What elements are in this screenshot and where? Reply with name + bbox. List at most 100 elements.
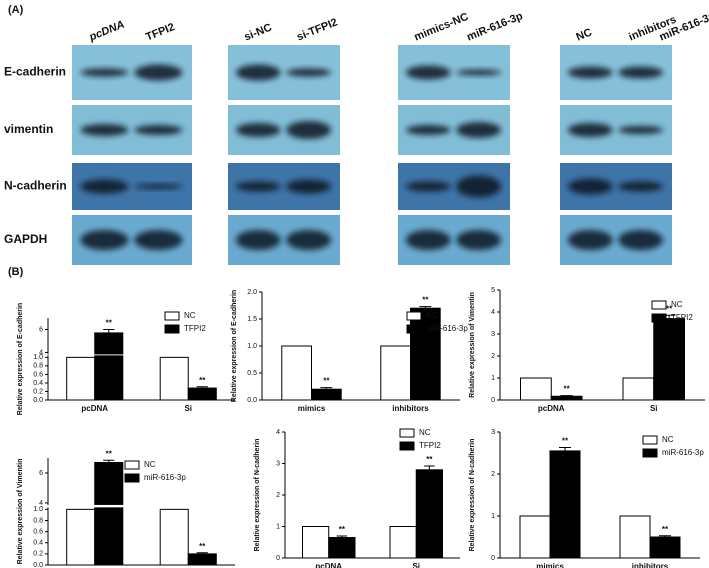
x-tick-label: inhibitors xyxy=(632,562,669,568)
y-tick-label: 1 xyxy=(276,523,280,530)
y-axis-label: Relative expression of E-cadherin xyxy=(231,290,238,402)
bar xyxy=(94,332,124,401)
bar xyxy=(619,515,651,559)
band xyxy=(286,121,332,139)
y-tick-label: 1.5 xyxy=(247,316,257,323)
legend-swatch xyxy=(399,441,415,451)
y-tick-label: 0.6 xyxy=(33,371,43,378)
legend-swatch xyxy=(124,460,140,470)
y-axis-label: Relative expression of N-cadherin xyxy=(469,439,476,552)
band xyxy=(235,181,281,192)
legend-swatch xyxy=(164,311,180,321)
bar xyxy=(622,377,655,401)
band xyxy=(456,175,502,198)
legend-swatch xyxy=(642,435,658,445)
bar xyxy=(519,515,551,559)
y-tick-label: 1 xyxy=(491,375,495,382)
significance-label: ** xyxy=(106,449,113,458)
y-tick-label: 0.0 xyxy=(33,397,43,404)
band xyxy=(456,230,502,250)
axis-break xyxy=(44,504,235,508)
y-tick-label: 3 xyxy=(491,331,495,338)
band xyxy=(567,123,613,137)
band xyxy=(405,125,451,135)
lane-label: mimics-NC xyxy=(413,11,471,44)
error-bar xyxy=(424,465,435,470)
lane-label: miR-616-3p xyxy=(465,10,525,43)
legend-swatch xyxy=(651,313,667,323)
bar xyxy=(549,450,581,559)
error-bar xyxy=(196,552,208,554)
band xyxy=(618,66,664,79)
band xyxy=(134,230,183,250)
band xyxy=(405,181,451,192)
band xyxy=(80,124,129,136)
significance-label: ** xyxy=(323,377,330,386)
band xyxy=(618,181,664,192)
error-bar xyxy=(560,395,573,397)
y-tick-label: 0.2 xyxy=(33,388,43,395)
lane-label: NC xyxy=(575,26,594,43)
y-tick-label: 0.4 xyxy=(33,540,43,547)
band xyxy=(567,66,613,79)
y-tick-label: 6 xyxy=(39,326,43,333)
bar xyxy=(66,356,96,401)
y-tick-label: 1.0 xyxy=(247,343,257,350)
y-tick-label: 5 xyxy=(491,287,495,294)
row-label: GAPDH xyxy=(4,232,47,246)
y-tick-label: 2 xyxy=(276,492,280,499)
bar xyxy=(281,345,312,401)
bar xyxy=(415,469,443,559)
error-bar xyxy=(320,387,333,390)
band xyxy=(405,230,451,250)
legend-label: NC xyxy=(144,460,156,469)
bar xyxy=(410,307,441,401)
y-axis-label: Relative expression of Vimentin xyxy=(469,292,476,398)
bar xyxy=(187,553,217,566)
significance-label: ** xyxy=(339,525,346,534)
row-label: vimentin xyxy=(4,122,53,136)
panel-label: (A) xyxy=(8,4,24,16)
y-tick-label: 0.0 xyxy=(247,397,257,404)
y-axis-label: Relative expression of N-cadherin xyxy=(254,439,261,552)
error-bar xyxy=(659,535,671,537)
significance-label: ** xyxy=(106,319,113,328)
y-tick-label: 6 xyxy=(39,470,43,477)
legend-swatch xyxy=(406,324,422,334)
band xyxy=(286,230,332,250)
legend-swatch xyxy=(124,473,140,483)
bar xyxy=(520,377,552,401)
y-tick-label: 1.0 xyxy=(33,354,43,361)
band xyxy=(134,125,183,135)
significance-label: ** xyxy=(666,304,673,313)
legend-label: NC xyxy=(419,428,431,437)
legend-label: miR-616-3p xyxy=(144,473,186,482)
band xyxy=(567,230,613,250)
y-tick-label: 3 xyxy=(491,429,495,436)
bar xyxy=(653,318,685,401)
x-tick-label: pcDNA xyxy=(315,562,342,568)
significance-label: ** xyxy=(662,525,669,534)
x-tick-label: pcDNA xyxy=(81,404,108,413)
legend-swatch xyxy=(642,448,658,458)
error-bar xyxy=(103,328,115,333)
bar xyxy=(380,345,411,401)
legend-label: NC xyxy=(662,435,674,444)
y-tick-label: 4 xyxy=(276,429,280,436)
row-label: E-cadherin xyxy=(4,65,66,79)
legend-swatch xyxy=(399,428,415,438)
band xyxy=(235,64,281,81)
legend-label: TFPI2 xyxy=(184,324,206,333)
band xyxy=(618,126,664,134)
legend-label: NC xyxy=(426,311,438,320)
band xyxy=(618,230,664,250)
band xyxy=(235,230,281,250)
band xyxy=(456,69,502,76)
x-tick-label: pcDNA xyxy=(538,404,565,413)
significance-label: ** xyxy=(422,296,429,305)
significance-label: ** xyxy=(199,542,206,551)
bar xyxy=(94,461,124,566)
legend-swatch xyxy=(406,311,422,321)
bar xyxy=(389,526,417,559)
bar xyxy=(187,387,217,401)
